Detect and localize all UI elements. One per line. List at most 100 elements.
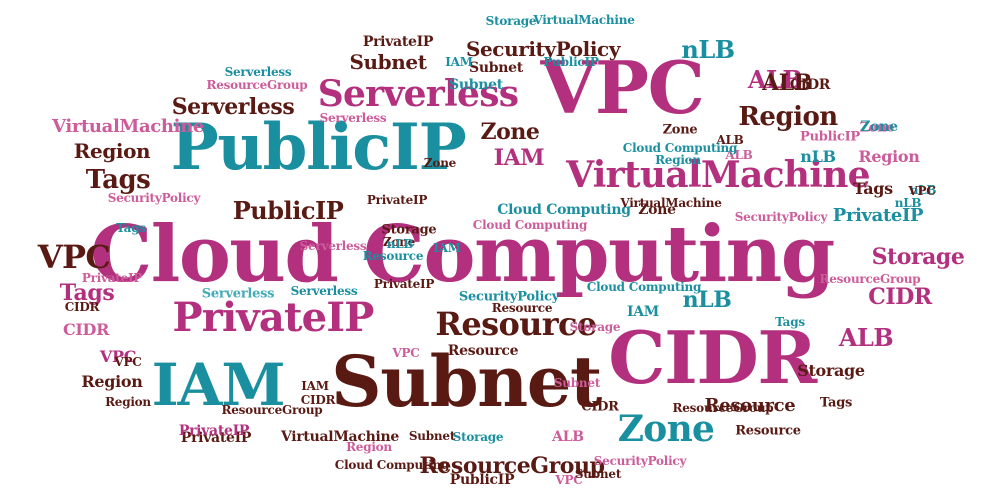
- word-53: PublicIP: [800, 129, 860, 145]
- word-21: Serverless: [171, 94, 295, 120]
- word-48: Serverless: [201, 286, 275, 302]
- word-52: Zone: [662, 122, 698, 138]
- word-74: Resource: [491, 301, 553, 315]
- word-4: CIDR: [608, 315, 817, 400]
- word-108: Zone: [423, 156, 457, 170]
- word-96: VirtualMachine: [533, 13, 635, 27]
- word-101: Cloud Computing: [622, 141, 738, 155]
- word-82: Serverless: [290, 284, 358, 298]
- word-89: PublicIP: [449, 472, 515, 488]
- word-61: VPC: [392, 346, 420, 360]
- word-49: CIDR: [789, 77, 831, 93]
- word-24: ALB: [838, 323, 894, 352]
- word-78: ResourceGroup: [819, 272, 921, 286]
- word-85: Storage: [569, 320, 621, 334]
- word-63: VPC: [114, 355, 142, 369]
- word-111: nLB: [386, 237, 414, 251]
- word-76: ResourceGroup: [672, 401, 774, 415]
- word-77: ResourceGroup: [221, 403, 323, 417]
- word-25: IAM: [493, 145, 545, 171]
- word-42: PrivateIP: [180, 430, 252, 446]
- word-11: Zone: [617, 408, 715, 450]
- word-109: Zone: [860, 119, 898, 135]
- word-14: ALB: [747, 65, 803, 94]
- word-98: SecurityPolicy: [107, 191, 201, 205]
- word-106: Region: [105, 395, 151, 409]
- word-39: Region: [81, 372, 143, 391]
- word-31: ALB: [762, 70, 812, 96]
- word-95: VirtualMachine: [280, 429, 400, 445]
- word-33: Storage: [797, 361, 865, 380]
- word-10: Resource: [435, 305, 597, 343]
- word-13: ResourceGroup: [419, 453, 605, 479]
- word-37: VirtualMachine: [52, 116, 204, 137]
- word-83: Storage: [452, 430, 504, 444]
- word-68: Tags: [116, 221, 146, 235]
- word-100: SecurityPolicy: [593, 454, 687, 468]
- word-65: ALB: [725, 148, 753, 162]
- word-86: Subnet: [449, 77, 503, 93]
- word-46: PrivateIP: [373, 277, 435, 291]
- word-60: CIDR: [581, 399, 619, 415]
- word-35: CIDR: [62, 320, 110, 339]
- word-34: VPC: [99, 347, 137, 366]
- word-71: Resource: [735, 423, 801, 439]
- word-3: VPC: [540, 45, 705, 130]
- word-9: Serverless: [317, 73, 519, 115]
- word-27: Region: [73, 139, 151, 163]
- word-67: nLB: [909, 183, 937, 197]
- word-12: Region: [738, 102, 838, 132]
- word-41: Zone: [638, 202, 676, 218]
- word-84: Storage: [485, 14, 537, 28]
- word-62: VPC: [555, 473, 583, 487]
- word-40: Cloud Computing: [497, 202, 631, 218]
- word-72: Resource: [447, 343, 519, 359]
- word-81: Serverless: [299, 239, 367, 253]
- word-112: nLB: [894, 196, 922, 210]
- word-92: PrivateIP: [81, 271, 143, 285]
- word-58: CIDR: [64, 300, 100, 314]
- word-93: PrivateIP: [178, 423, 250, 439]
- word-32: nLB: [682, 287, 732, 313]
- word-29: Resource: [704, 395, 796, 416]
- word-56: IAM: [626, 304, 660, 320]
- word-55: IAM: [301, 379, 329, 393]
- word-99: SecurityPolicy: [734, 210, 828, 224]
- word-15: nLB: [681, 35, 735, 64]
- word-5: Subnet: [331, 340, 602, 423]
- word-107: Region: [655, 153, 701, 167]
- word-38: nLB: [800, 147, 836, 166]
- word-2: PublicIP: [170, 110, 467, 185]
- word-69: Tags: [819, 395, 853, 411]
- word-80: Serverless: [319, 111, 387, 125]
- word-104: Cloud Computing: [586, 280, 702, 294]
- word-54: IAM: [445, 55, 473, 69]
- word-50: Storage: [381, 222, 437, 238]
- word-102: Cloud Computing: [472, 218, 588, 232]
- word-1: Cloud Computing: [90, 209, 835, 300]
- word-87: Subnet: [408, 429, 456, 443]
- word-19: Subnet: [349, 50, 427, 74]
- word-7: PrivateIP: [172, 294, 374, 341]
- word-59: CIDR: [300, 393, 336, 407]
- word-94: PrivateIP: [366, 193, 428, 207]
- word-18: Tags: [85, 165, 151, 195]
- word-103: Cloud Computing: [334, 458, 450, 472]
- word-66: ALB: [552, 429, 584, 445]
- word-22: Storage: [871, 244, 965, 270]
- word-51: Zone: [859, 120, 895, 136]
- word-16: SecurityPolicy: [465, 37, 621, 61]
- word-91: PrivateIP: [362, 34, 434, 50]
- word-43: Region: [858, 147, 920, 166]
- word-110: Zone: [382, 235, 416, 249]
- word-90: PublicIP: [543, 55, 599, 69]
- word-97: VirtualMachine: [620, 196, 722, 210]
- word-36: Tags: [853, 179, 893, 198]
- word-57: IAM: [433, 241, 461, 255]
- word-20: PublicIP: [232, 196, 344, 225]
- word-70: Tags: [775, 315, 805, 329]
- word-44: Subnet: [469, 60, 523, 76]
- word-88: Subnet: [574, 467, 622, 481]
- word-28: Zone: [480, 119, 540, 145]
